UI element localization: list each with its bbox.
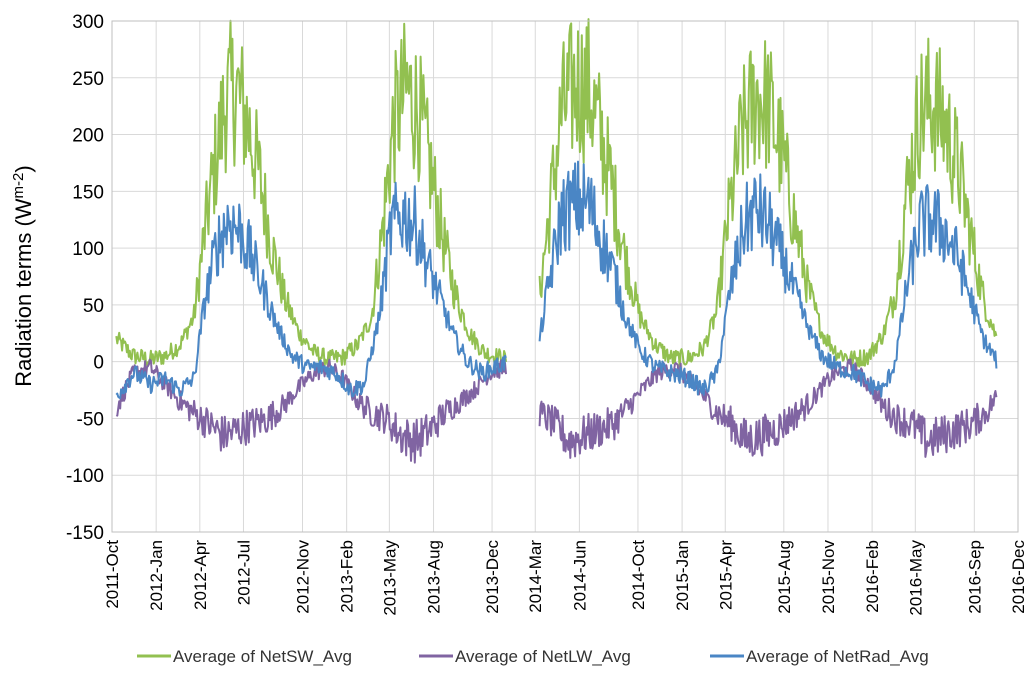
x-tick-label: 2013-Dec	[483, 540, 502, 614]
x-tick-label: 2011-Oct	[103, 540, 122, 609]
legend: Average of NetSW_Avg Average of NetLW_Avg…	[137, 647, 929, 666]
x-tick-label: 2012-Apr	[191, 540, 210, 610]
x-tick-label: 2013-Aug	[425, 540, 444, 614]
y-tick-label: -100	[66, 466, 104, 487]
x-tick-label: 2014-Jun	[570, 540, 589, 611]
series-line-1	[115, 19, 507, 368]
x-tick-label: 2014-Mar	[526, 540, 545, 613]
y-axis-label: Radiation terms (Wm-2)	[10, 165, 36, 386]
y-tick-label: 200	[72, 126, 104, 147]
y-axis-label-superscript: m-2	[10, 173, 27, 199]
y-tick-label: -150	[66, 523, 104, 544]
legend-label: Average of NetRad_Avg	[746, 647, 929, 666]
y-tick-labels: -150 -100 -50 0 50 100 150 200 250 300	[66, 12, 104, 544]
x-tick-label: 2016-Feb	[863, 540, 882, 613]
x-tick-label: 2014-Oct	[629, 540, 648, 610]
y-tick-label: 300	[72, 12, 104, 33]
series-line-3	[538, 160, 998, 398]
x-tick-label: 2013-May	[380, 540, 399, 616]
x-tick-label: 2015-Apr	[716, 540, 735, 610]
x-tick-label: 2015-Nov	[819, 540, 838, 614]
x-tick-label: 2015-Jan	[673, 540, 692, 611]
x-tick-label: 2016-May	[906, 540, 925, 616]
x-tick-label: 2013-Feb	[338, 540, 357, 613]
series-line-1	[538, 18, 998, 368]
plot-area-border	[111, 20, 1019, 533]
series-line-3	[115, 181, 507, 400]
x-tick-labels: 2011-Oct 2012-Jan 2012-Apr 2012-Jul 2012-Nov…	[103, 540, 1028, 616]
x-tick-label: 2012-Nov	[294, 540, 313, 614]
y-tick-label: 0	[93, 353, 104, 374]
y-tick-label: 250	[72, 69, 104, 90]
x-tick-label: 2012-Jul	[234, 540, 253, 605]
axes	[111, 20, 1019, 533]
series-line-2	[538, 358, 998, 459]
series-line-2	[115, 358, 507, 464]
y-axis-label-end: )	[11, 165, 36, 172]
x-tick-label: 2016-Sep	[965, 540, 984, 614]
x-tick-label: 2012-Jan	[147, 540, 166, 611]
legend-label: Average of NetLW_Avg	[455, 647, 631, 666]
legend-label: Average of NetSW_Avg	[173, 647, 352, 666]
y-axis-label-base: Radiation terms (W	[11, 198, 36, 387]
y-tick-label: -50	[77, 409, 104, 430]
y-tick-label: 100	[72, 239, 104, 260]
y-tick-label: 50	[83, 296, 104, 317]
x-tick-label: 2015-Aug	[775, 540, 794, 614]
series-lines	[115, 18, 998, 464]
y-tick-label: 150	[72, 182, 104, 203]
x-tick-label: 2016-Dec	[1009, 540, 1028, 614]
